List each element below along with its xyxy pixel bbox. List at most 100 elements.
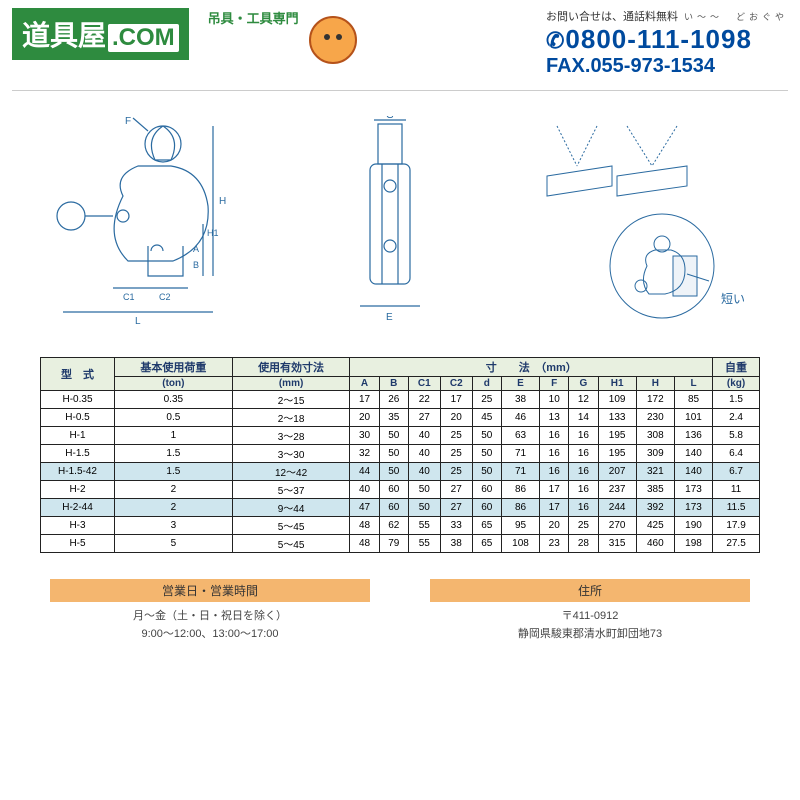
table-cell: 86 — [501, 499, 539, 517]
spec-table: 型 式 基本使用荷重 使用有効寸法 寸 法 （mm） 自重 (ton) (mm)… — [40, 357, 760, 553]
table-cell: 207 — [598, 463, 636, 481]
svg-text:G: G — [386, 116, 394, 121]
table-row: H-335～45486255336595202527042519017.9 — [41, 517, 760, 535]
table-cell: 195 — [598, 427, 636, 445]
table-cell: 1.5 — [713, 391, 760, 409]
tel-number: 0800-111-1098 — [565, 24, 752, 54]
col-model: 型 式 — [41, 358, 115, 391]
table-cell: 5～37 — [232, 481, 350, 499]
table-cell: 2 — [115, 499, 233, 517]
table-cell: 17 — [540, 499, 569, 517]
table-cell: 140 — [674, 463, 712, 481]
table-cell: 48 — [350, 517, 379, 535]
table-cell: 12 — [569, 391, 598, 409]
table-cell: 16 — [569, 499, 598, 517]
table-cell: 10 — [540, 391, 569, 409]
table-cell: 17.9 — [713, 517, 760, 535]
table-cell: 71 — [501, 445, 539, 463]
fax-number: FAX.055-973-1534 — [546, 55, 788, 78]
table-row: H-225～37406050276086171623738517311 — [41, 481, 760, 499]
table-cell: 20 — [440, 409, 472, 427]
table-cell: 315 — [598, 535, 636, 553]
table-cell: 25 — [472, 391, 501, 409]
table-cell: 133 — [598, 409, 636, 427]
table-cell: 27 — [408, 409, 440, 427]
svg-text:B: B — [193, 260, 199, 270]
table-cell: 5.8 — [713, 427, 760, 445]
table-cell: 17 — [540, 481, 569, 499]
table-cell: 48 — [350, 535, 379, 553]
dim-A: A — [350, 377, 379, 391]
table-header: 型 式 基本使用荷重 使用有効寸法 寸 法 （mm） 自重 (ton) (mm)… — [41, 358, 760, 391]
table-cell: 44 — [350, 463, 379, 481]
table-cell: 27.5 — [713, 535, 760, 553]
table-cell: H-0.35 — [41, 391, 115, 409]
dim-H1: H1 — [598, 377, 636, 391]
table-cell: 55 — [408, 535, 440, 553]
table-cell: 16 — [569, 481, 598, 499]
table-cell: 86 — [501, 481, 539, 499]
table-cell: 25 — [440, 463, 472, 481]
dim-F: F — [540, 377, 569, 391]
hours-heading: 営業日・営業時間 — [50, 579, 370, 602]
table-cell: 11 — [713, 481, 760, 499]
table-cell: 50 — [408, 481, 440, 499]
col-weight: 自重 — [713, 358, 760, 377]
table-cell: 172 — [636, 391, 674, 409]
table-cell: 50 — [408, 499, 440, 517]
table-cell: 17 — [350, 391, 379, 409]
table-cell: 190 — [674, 517, 712, 535]
table-cell: 46 — [501, 409, 539, 427]
table-cell: 230 — [636, 409, 674, 427]
table-cell: 16 — [540, 463, 569, 481]
address-line1: 〒411-0912 — [430, 608, 750, 626]
footer: 営業日・営業時間 月～金（土・日・祝日を除く） 9:00～12:00、13:00… — [0, 561, 800, 649]
table-cell: 25 — [440, 445, 472, 463]
table-cell: 321 — [636, 463, 674, 481]
col-dims: 寸 法 （mm） — [350, 358, 713, 377]
table-cell: 6.7 — [713, 463, 760, 481]
table-cell: 65 — [472, 535, 501, 553]
table-cell: 35 — [379, 409, 408, 427]
table-cell: 33 — [440, 517, 472, 535]
hours-body: 月～金（土・日・祝日を除く） 9:00～12:00、13:00～17:00 — [50, 602, 370, 649]
table-cell: 50 — [472, 463, 501, 481]
table-cell: 3～30 — [232, 445, 350, 463]
table-row: H-0.350.352～151726221725381012109172851.… — [41, 391, 760, 409]
logo-subtitle: 吊具・工具専門 — [208, 8, 299, 27]
table-cell: 237 — [598, 481, 636, 499]
table-cell: 2 — [115, 481, 233, 499]
spec-table-wrap: 型 式 基本使用荷重 使用有効寸法 寸 法 （mm） 自重 (ton) (mm)… — [0, 351, 800, 561]
table-cell: 71 — [501, 463, 539, 481]
table-cell: 195 — [598, 445, 636, 463]
svg-text:C2: C2 — [159, 292, 171, 302]
table-cell: 5～45 — [232, 517, 350, 535]
table-cell: 0.35 — [115, 391, 233, 409]
table-cell: 16 — [569, 427, 598, 445]
table-cell: H-1 — [41, 427, 115, 445]
contact-block: お問い合せは、通話料無料い～～ どおぐや ✆0800-111-1098 FAX.… — [546, 8, 788, 78]
table-cell: 173 — [674, 499, 712, 517]
dim-C2: C2 — [440, 377, 472, 391]
svg-text:A: A — [193, 244, 199, 254]
table-cell: 50 — [472, 427, 501, 445]
table-cell: 1.5 — [115, 445, 233, 463]
dim-d: d — [472, 377, 501, 391]
table-cell: 14 — [569, 409, 598, 427]
table-cell: H-2 — [41, 481, 115, 499]
table-cell: 11.5 — [713, 499, 760, 517]
table-cell: 12～42 — [232, 463, 350, 481]
table-cell: 13 — [540, 409, 569, 427]
table-cell: 65 — [472, 517, 501, 535]
table-cell: 32 — [350, 445, 379, 463]
table-row: H-2-4429～44476050276086171624439217311.5 — [41, 499, 760, 517]
table-cell: 5 — [115, 535, 233, 553]
table-cell: 20 — [350, 409, 379, 427]
phone-icon: ✆ — [546, 28, 565, 53]
table-cell: 40 — [350, 481, 379, 499]
col-load-unit: (ton) — [115, 377, 233, 391]
table-cell: 60 — [472, 481, 501, 499]
dim-B: B — [379, 377, 408, 391]
table-cell: 2～15 — [232, 391, 350, 409]
table-cell: 198 — [674, 535, 712, 553]
